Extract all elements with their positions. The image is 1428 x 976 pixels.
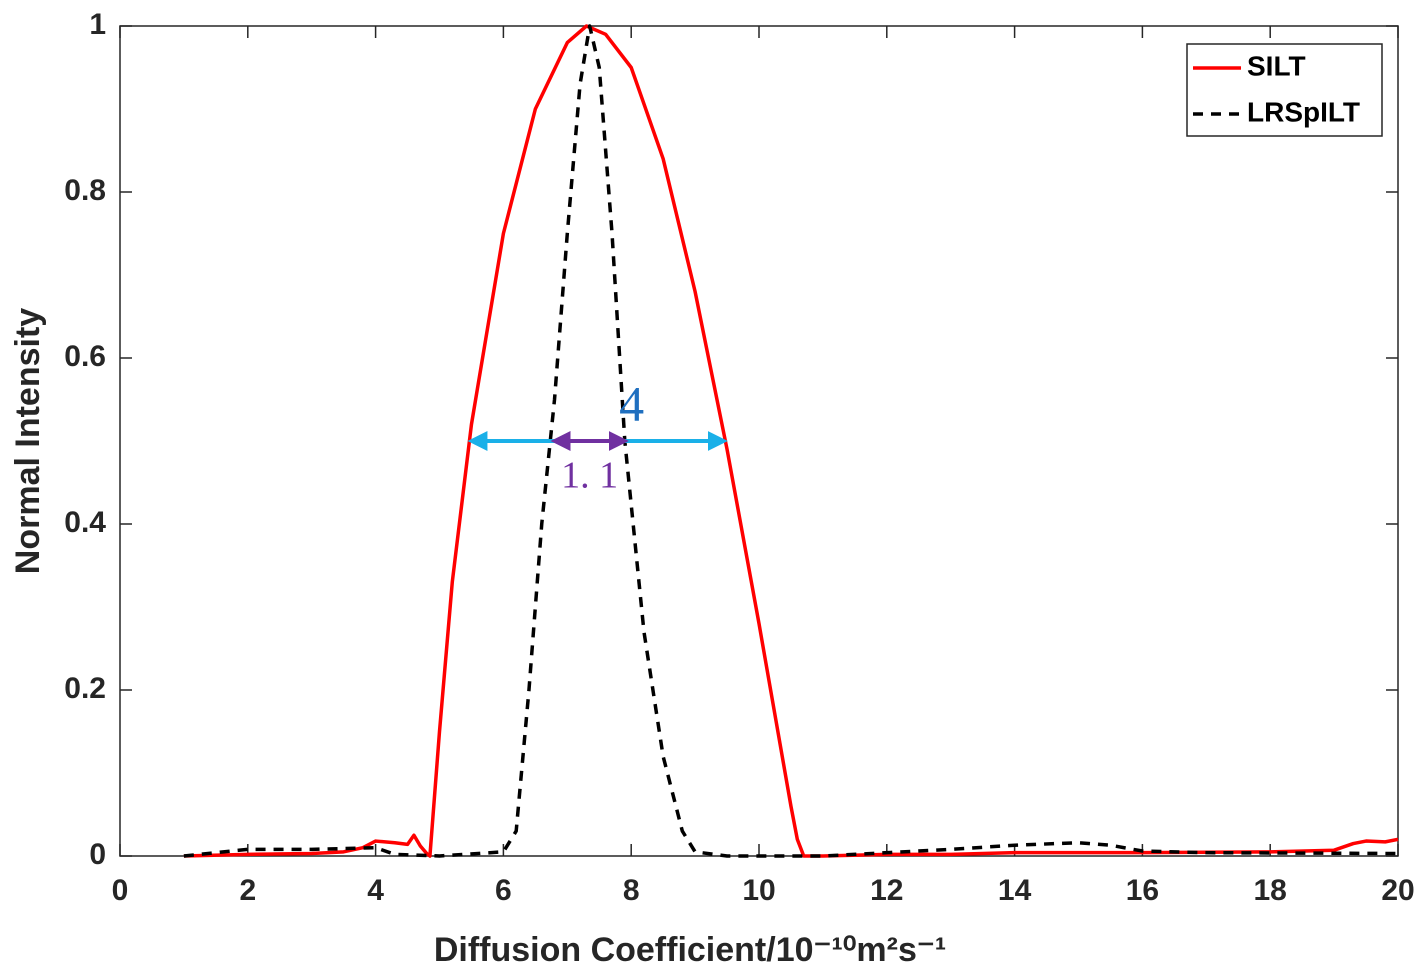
- x-tick-label: 4: [367, 874, 384, 907]
- legend-box: [1186, 43, 1383, 137]
- y-tick-label: 0: [89, 838, 106, 871]
- annotation-label: 4: [619, 375, 644, 431]
- legend-label: LRSpILT: [1247, 96, 1360, 127]
- y-tick-label: 0.6: [64, 340, 106, 373]
- legend-label: SILT: [1247, 50, 1306, 81]
- x-tick-label: 6: [495, 874, 512, 907]
- x-axis-label: Diffusion Coefficient/10⁻¹⁰m²s⁻¹: [434, 931, 946, 969]
- x-tick-label: 10: [742, 874, 775, 907]
- x-tick-label: 16: [1126, 874, 1159, 907]
- annotation-label: 1. 1: [561, 455, 618, 497]
- x-tick-label: 8: [623, 874, 640, 907]
- series-line: [183, 24, 1399, 858]
- x-tick-label: 0: [112, 874, 129, 907]
- x-tick-label: 12: [870, 874, 903, 907]
- x-tick-label: 2: [239, 874, 256, 907]
- y-tick-label: 0.4: [64, 506, 106, 539]
- y-tick-label: 1: [89, 8, 106, 41]
- y-axis-label: Normal Intensity: [9, 308, 47, 574]
- y-tick-label: 0.2: [64, 672, 106, 705]
- series-line: [183, 24, 1399, 858]
- x-tick-label: 20: [1381, 874, 1414, 907]
- x-tick-label: 14: [998, 874, 1032, 907]
- y-tick-label: 0.8: [64, 174, 106, 207]
- x-tick-label: 18: [1254, 874, 1287, 907]
